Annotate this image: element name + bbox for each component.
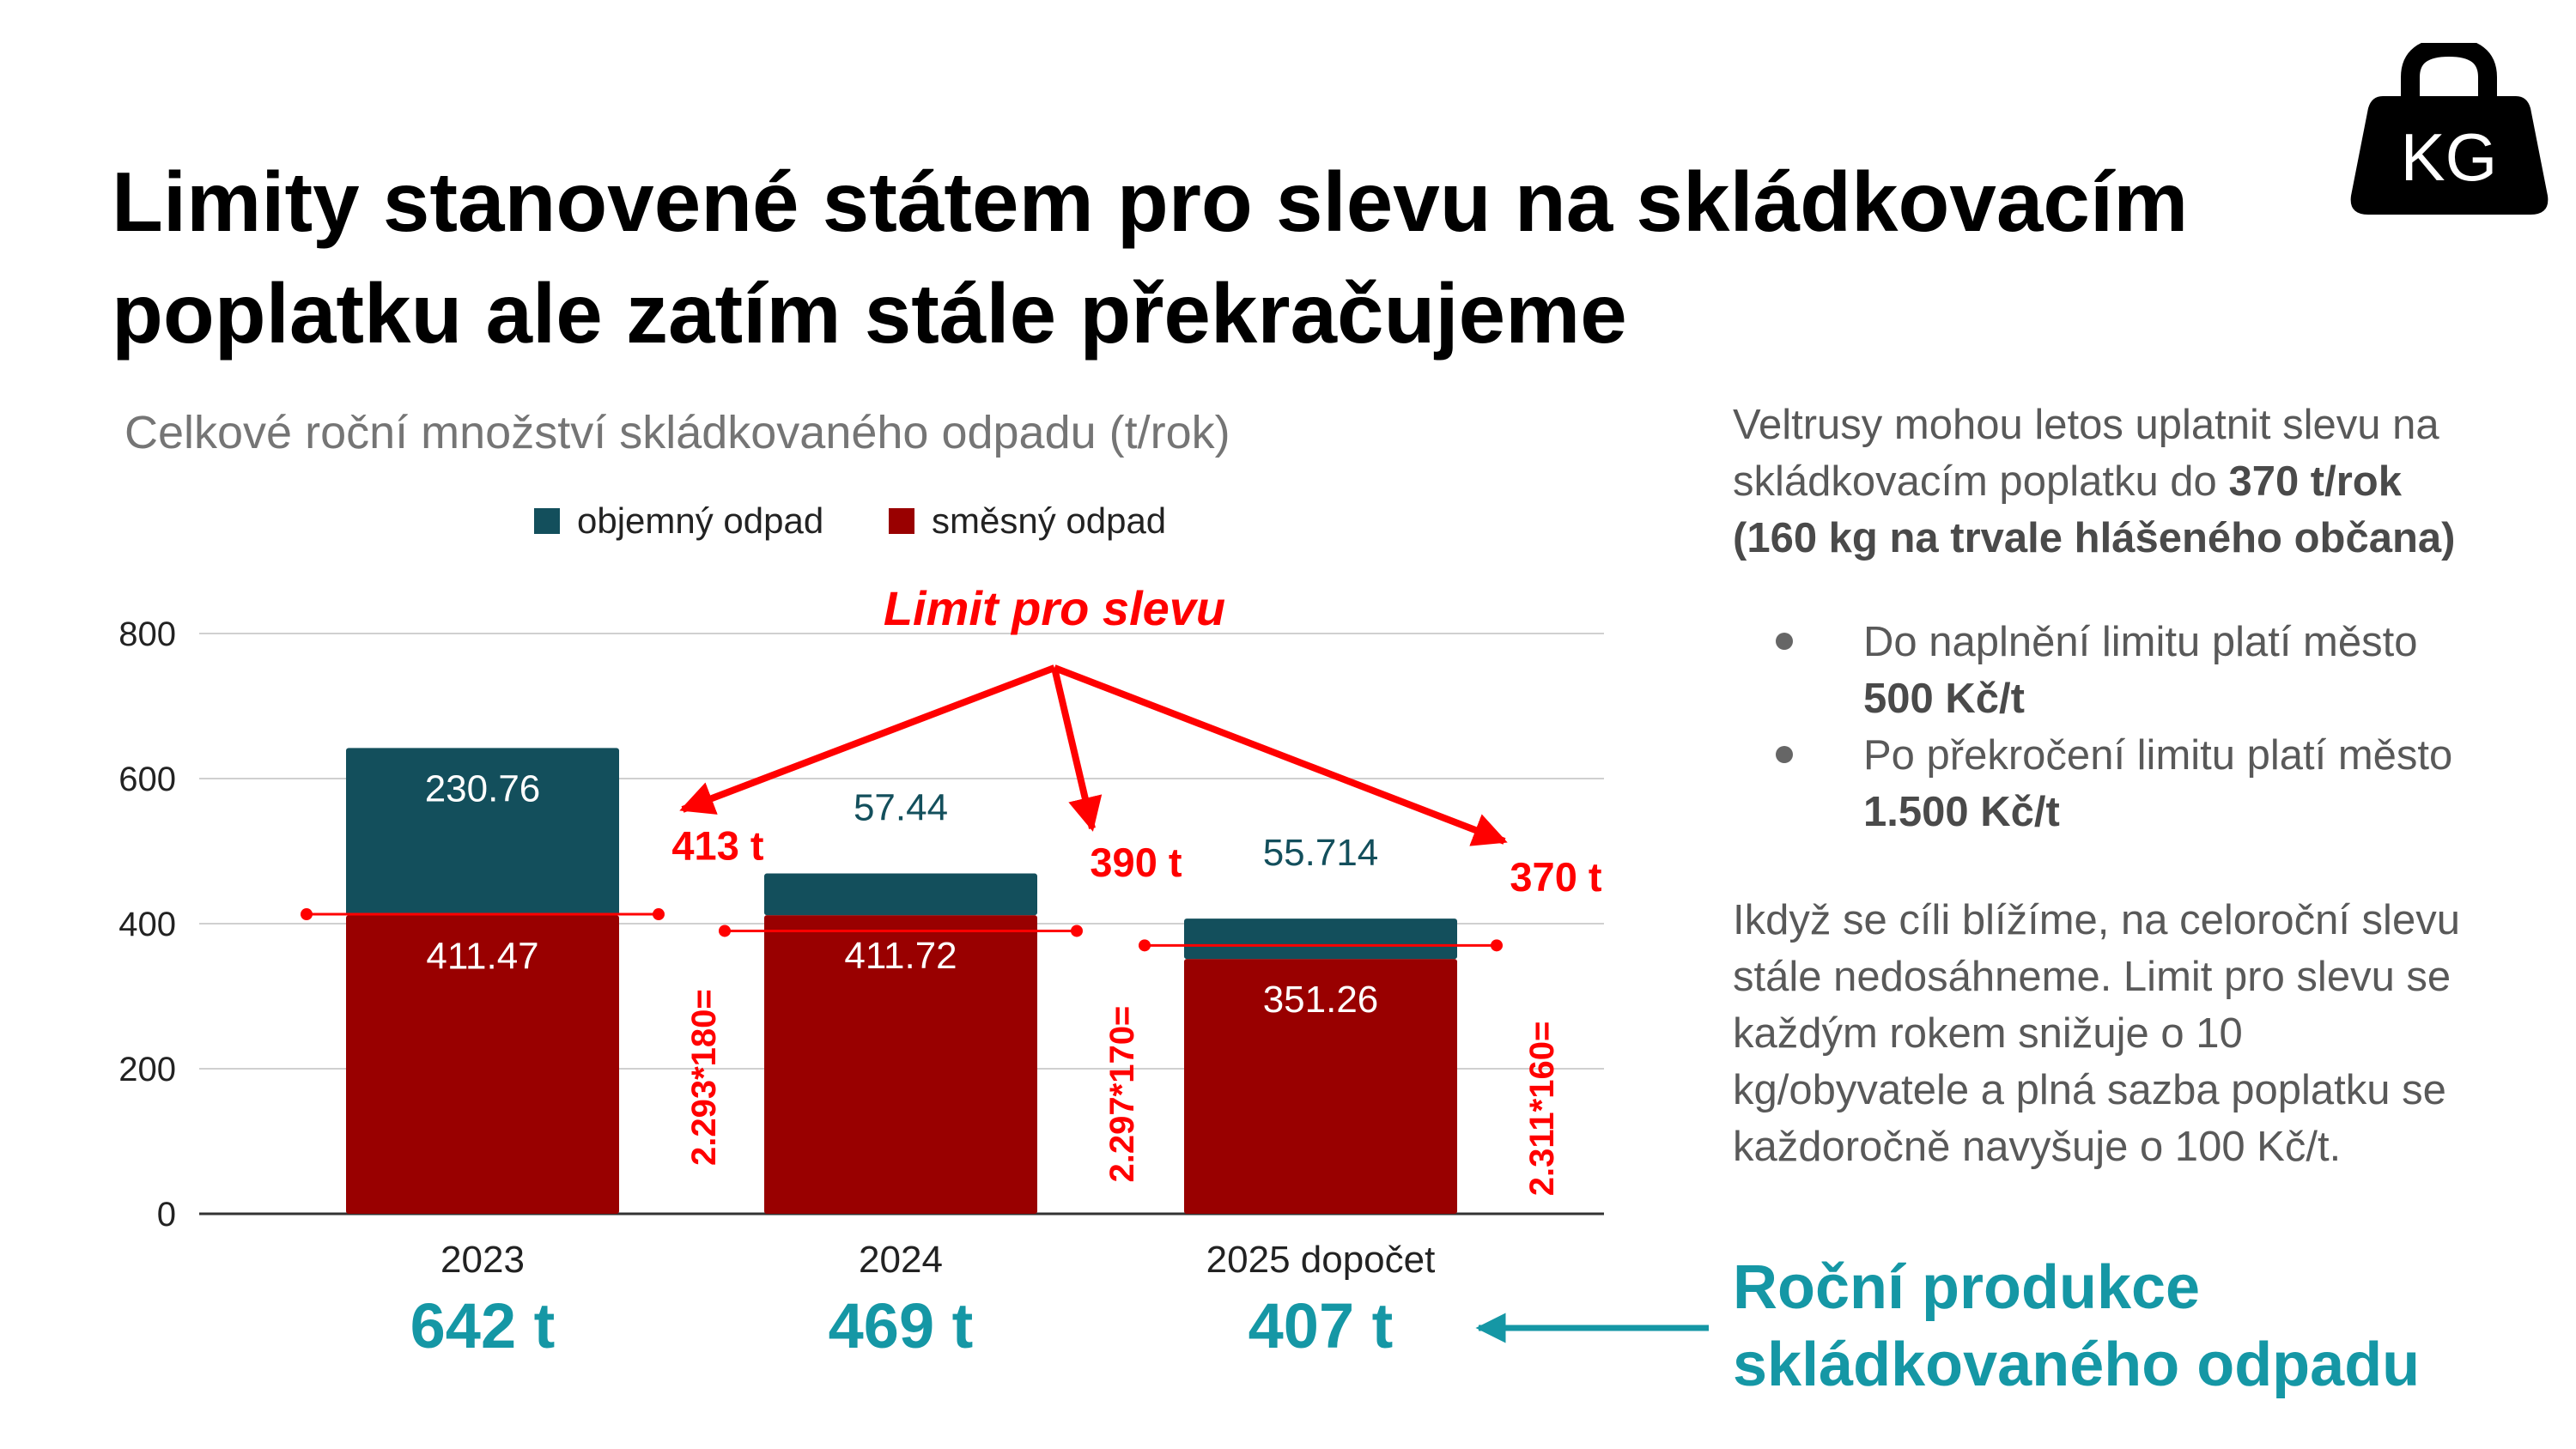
bar-value-label: 230.76 (425, 767, 541, 809)
y-tick-label: 400 (118, 906, 176, 943)
callout-line-1: Roční produkce (1733, 1253, 2201, 1322)
limit-formula-label: 2.293*180= (685, 989, 723, 1166)
limit-line-dot (653, 908, 665, 921)
side-bullet-2: Po překročení limitu platí město 1.500 K… (1733, 727, 2488, 840)
yearly-totals: 642 t 469 t 407 t (410, 1290, 1394, 1361)
limit-formula-label: 2.297*170= (1103, 1006, 1141, 1183)
x-axis-labels: 2023 2024 2025 dopočet (440, 1239, 1435, 1281)
kg-icon-label: KG (2401, 119, 2498, 195)
bar-value-label: 411.72 (844, 935, 957, 977)
yearly-total-label: 469 t (829, 1290, 974, 1361)
legend-swatch-objemny (534, 508, 560, 534)
legend-label-objemny: objemný odpad (577, 500, 823, 541)
side-bullet-1: Do naplnění limitu platí město 500 Kč/t (1733, 614, 2488, 727)
limit-line-dot (301, 908, 313, 921)
limit-arrow-2025 (1053, 664, 1508, 846)
side-bullet-1-bold: 500 Kč/t (1863, 676, 2025, 722)
y-tick-label: 600 (118, 761, 176, 798)
bar-value-label: 411.47 (426, 935, 538, 977)
limit-formula-label: 2.311*160= (1523, 1022, 1561, 1197)
bar-segment (346, 915, 619, 1214)
x-tick-label: 2025 dopočet (1206, 1239, 1436, 1281)
limit-annotation: Limit pro slevu (884, 581, 1225, 635)
y-tick-label: 0 (157, 1196, 176, 1234)
title-line-1: Limity stanovené státem pro slevu na skl… (112, 155, 2189, 249)
side-bullet-2-bold: 1.500 Kč/t (1863, 789, 2060, 835)
production-callout: Roční produkce skládkovaného odpadu (1733, 1249, 2557, 1404)
side-paragraph-1-bold: 370 t/rok (160 kg na trvale hlášeného ob… (1733, 458, 2456, 561)
y-axis-ticks: 0 200 400 600 800 (118, 615, 176, 1234)
yearly-total-label: 407 t (1249, 1290, 1394, 1361)
yearly-total-label: 642 t (410, 1290, 556, 1361)
bar-segment (1184, 959, 1457, 1214)
bar-value-label: 55.714 (1263, 832, 1379, 874)
x-tick-label: 2024 (859, 1239, 943, 1281)
y-tick-label: 200 (118, 1051, 176, 1088)
legend-swatch-smesny (889, 508, 914, 534)
limit-arrow-2023 (679, 664, 1056, 815)
bar-value-label: 351.26 (1263, 979, 1379, 1021)
chart-bars: 411.47 230.76 411.72 57.44 351.26 55.714 (346, 748, 1457, 1214)
chart-title: Celkové roční množství skládkovaného odp… (125, 407, 1230, 458)
page-title: Limity stanovené státem pro slevu na skl… (112, 146, 2310, 369)
bar-value-label: 57.44 (854, 787, 948, 829)
limit-line-dot (719, 925, 731, 937)
y-tick-label: 800 (118, 615, 176, 653)
limit-line-dot (1139, 939, 1151, 952)
limit-markers: 413 t 2.293*180= 390 t 2.297*170= 370 t 2.311… (301, 823, 1602, 1197)
side-paragraph-1: Veltrusy mohou letos uplatnit slevu na s… (1733, 397, 2488, 567)
limit-value-label: 413 t (671, 823, 763, 869)
chart-legend: objemný odpad směsný odpad (534, 500, 1166, 541)
limit-line-dot (1071, 925, 1083, 937)
side-bullet-2-text: Po překročení limitu platí město (1863, 732, 2453, 779)
limit-value-label: 390 t (1090, 840, 1182, 885)
bar-segment (764, 873, 1037, 916)
bullet-dot-icon (1776, 746, 1793, 763)
callout-line-2: skládkovaného odpadu (1733, 1331, 2421, 1399)
side-panel: Veltrusy mohou letos uplatnit slevu na s… (1733, 397, 2488, 1175)
bar-segment (1184, 919, 1457, 960)
bar-segment (346, 748, 619, 916)
limit-arrow-2024 (1051, 667, 1103, 832)
bullet-dot-icon (1776, 633, 1793, 650)
kettlebell-weight-icon: KG (2350, 43, 2549, 215)
limit-value-label: 370 t (1510, 854, 1601, 900)
title-line-2: poplatku ale zatím stále překračujeme (112, 266, 1627, 361)
side-paragraph-2: Ikdyž se cíli blížíme, na celoroční slev… (1733, 897, 2460, 1170)
bar-segment (764, 915, 1037, 1214)
side-paragraph-1-text: Veltrusy mohou letos uplatnit slevu na s… (1733, 402, 2439, 505)
limit-line-dot (1491, 939, 1503, 952)
side-bullet-1-text: Do naplnění limitu platí město (1863, 619, 2418, 665)
legend-label-smesny: směsný odpad (932, 500, 1166, 541)
side-bullet-list: Do naplnění limitu platí město 500 Kč/t … (1733, 614, 2488, 840)
x-tick-label: 2023 (440, 1239, 525, 1281)
